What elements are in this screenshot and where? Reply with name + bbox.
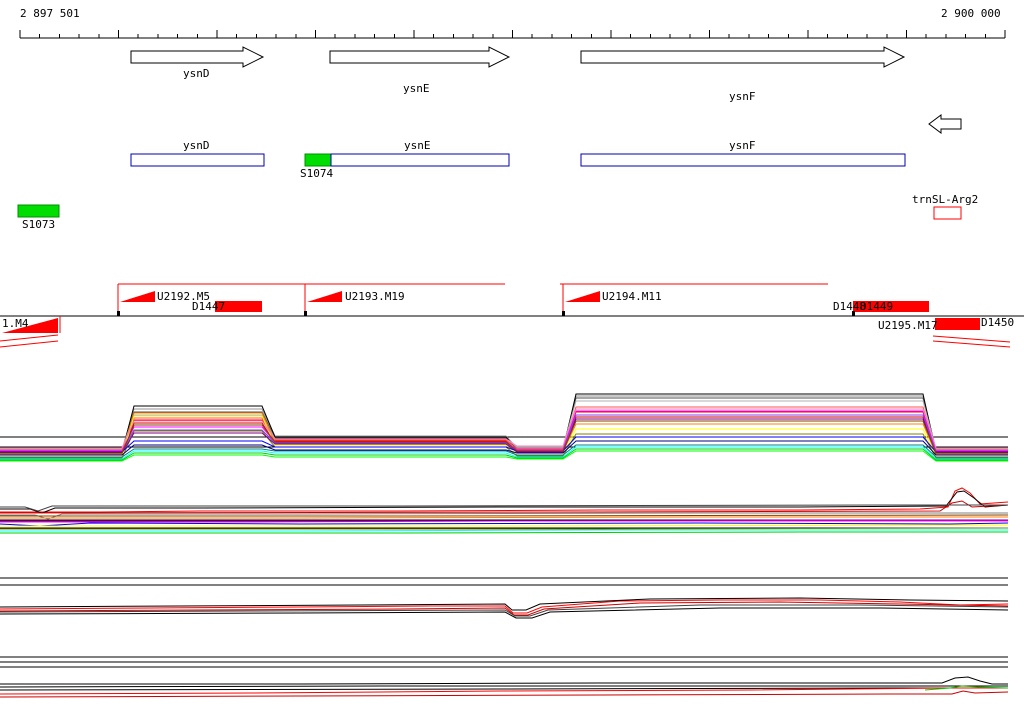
expression-series bbox=[0, 436, 1008, 453]
gene-box-ysnF[interactable] bbox=[580, 153, 906, 167]
marker-flag-U2193-M19[interactable] bbox=[307, 291, 342, 302]
marker-label-D1448: D1448 bbox=[833, 300, 867, 313]
expression-series bbox=[0, 448, 1008, 461]
expression-series bbox=[0, 504, 1008, 512]
gene-box-ysnE[interactable] bbox=[330, 153, 510, 167]
expression-series bbox=[0, 444, 1008, 458]
expression-series bbox=[0, 529, 1008, 532]
expression-series bbox=[0, 676, 1008, 685]
expression-series bbox=[0, 450, 1008, 462]
segment-label-S1073: S1073 bbox=[22, 218, 56, 231]
expression-series bbox=[0, 519, 1008, 522]
gene-arrow-label-ysnF: ysnF bbox=[729, 90, 756, 103]
expression-series bbox=[0, 597, 1009, 611]
marker-flag-U2192-M5[interactable] bbox=[120, 291, 155, 302]
trna-arrow[interactable] bbox=[928, 114, 962, 134]
marker-label-U2194-M11: U2194.M11 bbox=[602, 290, 662, 303]
expression-series bbox=[0, 408, 1008, 449]
marker-label-left-M4: 1.M4 bbox=[2, 317, 29, 330]
marker-label-U2192-M5: U2192.M5 bbox=[157, 290, 210, 303]
ruler-start-label: 2 897 501 bbox=[20, 7, 80, 20]
expression-series bbox=[0, 514, 1009, 517]
segment-box-S1074[interactable] bbox=[304, 153, 332, 167]
gene-box-label-ysnD: ysnD bbox=[183, 139, 210, 152]
expression-series bbox=[0, 685, 1008, 688]
marker-flag-left-M4[interactable] bbox=[2, 318, 58, 333]
marker-label-D1450: D1450 bbox=[981, 316, 1015, 329]
gene-arrow-ysnE[interactable] bbox=[329, 46, 511, 68]
gene-arrow-ysnD[interactable] bbox=[130, 46, 265, 68]
marker-box-D1450[interactable] bbox=[935, 318, 980, 330]
expression-series bbox=[0, 687, 1008, 695]
expression-series bbox=[0, 512, 1008, 520]
marker-box-D1448-D1449[interactable] bbox=[853, 301, 929, 312]
marker-label-D1449: D1449 bbox=[860, 300, 894, 313]
segment-box-S1073[interactable] bbox=[17, 204, 60, 218]
marker-right-tail-2 bbox=[932, 340, 1011, 348]
expression-series bbox=[0, 500, 1009, 514]
expression-series bbox=[0, 415, 1008, 458]
expression-series bbox=[0, 420, 1008, 454]
gene-box-label-ysnE: ysnE bbox=[404, 139, 431, 152]
marker-right-tail-1 bbox=[932, 335, 1011, 343]
gene-box-ysnD[interactable] bbox=[130, 153, 265, 167]
expression-series bbox=[0, 418, 1008, 454]
gene-arrow-label-ysnE: ysnE bbox=[403, 82, 430, 95]
marker-left-tail-1 bbox=[0, 334, 59, 342]
marker-flag-U2194-M11[interactable] bbox=[565, 291, 600, 302]
genome-tick bbox=[117, 311, 120, 316]
expression-series bbox=[0, 440, 1008, 456]
expression-series bbox=[0, 446, 1008, 460]
expression-series bbox=[0, 531, 1008, 534]
genome-tick bbox=[562, 311, 565, 316]
expression-series bbox=[0, 690, 1009, 698]
genome-tick bbox=[852, 311, 855, 316]
expression-series bbox=[924, 685, 1009, 691]
gene-box-label-ysnF: ysnF bbox=[729, 139, 756, 152]
expression-series bbox=[0, 599, 1009, 614]
expression-series bbox=[0, 516, 1008, 519]
expression-series bbox=[0, 527, 1009, 530]
ruler-ticks bbox=[19, 30, 1006, 38]
gene-arrow-label-ysnD: ysnD bbox=[183, 67, 210, 80]
expression-series bbox=[0, 601, 1009, 616]
expression-series bbox=[0, 524, 1009, 527]
segment-label-S1074: S1074 bbox=[300, 167, 334, 180]
expression-series bbox=[0, 604, 1009, 617]
marker-label-U2193-M19: U2193.M19 bbox=[345, 290, 405, 303]
expression-series bbox=[0, 487, 1009, 513]
gene-arrow-ysnF[interactable] bbox=[580, 46, 906, 68]
trna-label: trnSL-Arg2 bbox=[912, 193, 979, 206]
ruler-end-label: 2 900 000 bbox=[941, 7, 1001, 20]
expression-tracks bbox=[0, 393, 1009, 698]
marker-label-D1447: D1447 bbox=[192, 300, 226, 313]
trna-box[interactable] bbox=[933, 206, 962, 220]
marker-box-D1447[interactable] bbox=[215, 301, 262, 312]
expression-series bbox=[0, 607, 1009, 619]
marker-left-tail-2 bbox=[0, 340, 59, 348]
genome-tick bbox=[304, 311, 307, 316]
marker-label-U2195-M17: U2195.M17 bbox=[878, 319, 938, 332]
